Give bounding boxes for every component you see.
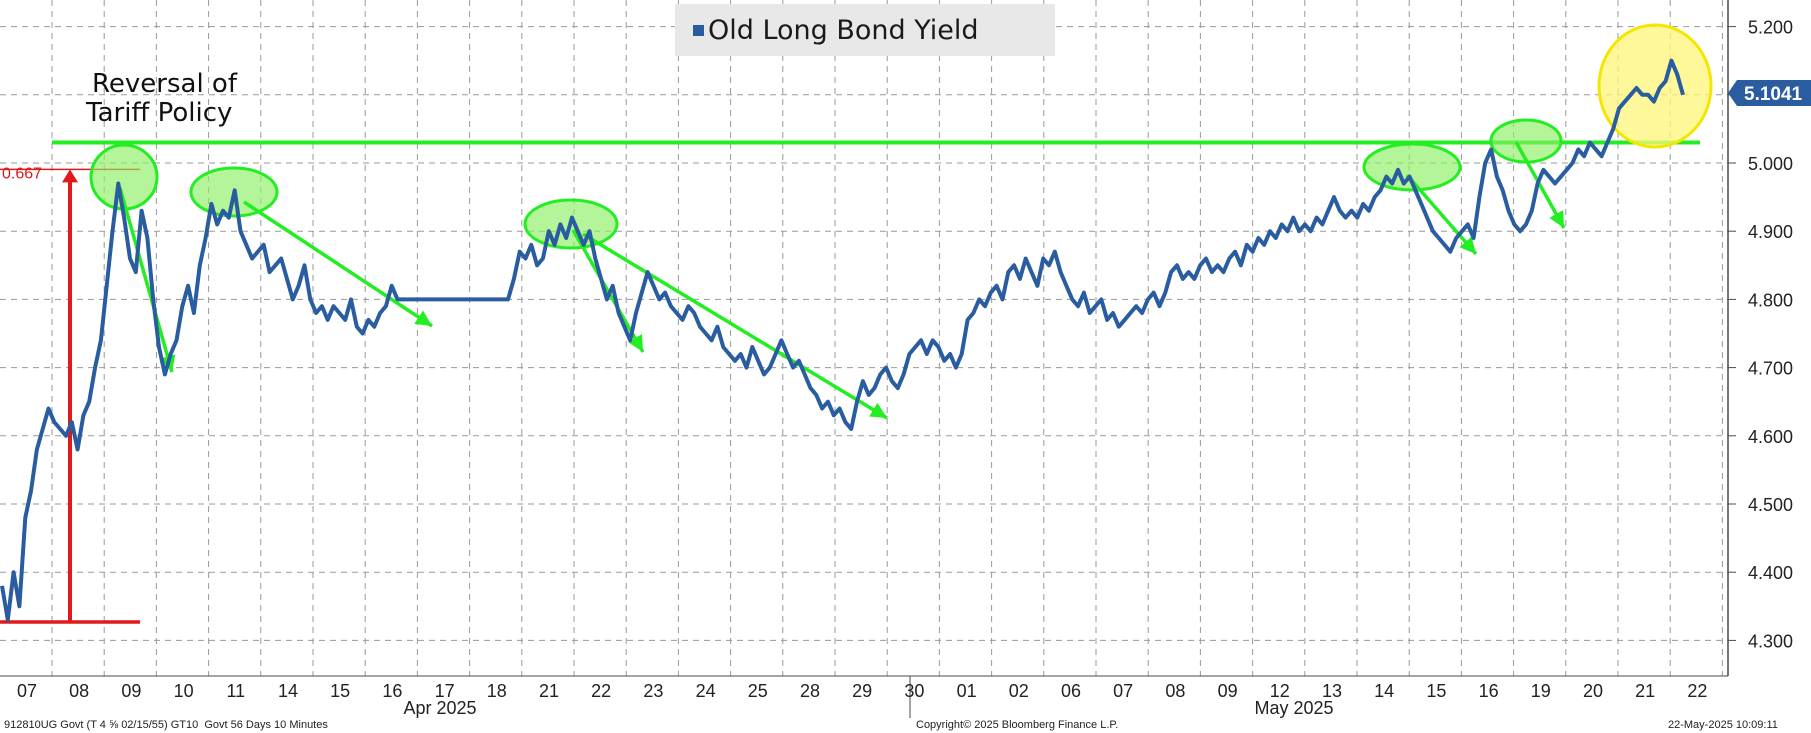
legend-swatch [693, 25, 704, 36]
x-tick-label: 17 [435, 681, 455, 701]
trend-arrow-head [869, 402, 887, 418]
trend-arrow [1514, 141, 1566, 229]
axes [0, 0, 1729, 718]
x-tick-labels: 07 08 09 10 11 14 15 16 17 18 21 22 23 24 25 28 29 30 01 02… [17, 681, 1707, 701]
last-value-badge: 5.1041 [1728, 80, 1811, 106]
x-tick-label: 08 [69, 681, 89, 701]
x-tick-label: 28 [800, 681, 820, 701]
x-tick-label: 19 [1531, 681, 1551, 701]
y-tick-label: 4.500 [1748, 495, 1793, 515]
trend-arrow-head [628, 334, 643, 352]
x-tick-label: 15 [1426, 681, 1446, 701]
x-tick-label: 22 [1687, 681, 1707, 701]
legend: Old Long Bond Yield [675, 4, 1055, 56]
x-tick-label: 15 [330, 681, 350, 701]
x-tick-label: 21 [1635, 681, 1655, 701]
x-tick-label: 12 [1270, 681, 1290, 701]
x-tick-label: 24 [696, 681, 716, 701]
reversal-label-line-1: Reversal of [92, 69, 238, 99]
y-tick-label: 4.600 [1748, 427, 1793, 447]
footer-center: Copyright© 2025 Bloomberg Finance L.P. [916, 719, 1119, 731]
last-value-text: 5.1041 [1744, 84, 1803, 105]
highlight-ellipse [1489, 118, 1563, 164]
last-value-flag [1728, 80, 1811, 106]
y-tick-label: 5.000 [1748, 154, 1793, 174]
footer-right: 22-May-2025 10:09:11 [1668, 719, 1778, 731]
range-arrow-head [62, 169, 78, 183]
x-tick-label: 09 [121, 681, 141, 701]
x-tick-label: 13 [1322, 681, 1342, 701]
y-tick-label: 4.300 [1748, 631, 1793, 651]
legend-label: Old Long Bond Yield [708, 15, 979, 46]
month-label-may: May 2025 [1254, 698, 1333, 718]
y-tick-label: 4.800 [1748, 290, 1793, 310]
trend-arrow [582, 232, 888, 420]
x-tick-label: 30 [904, 681, 924, 701]
series-line-old-long-bond-yield [0, 58, 1685, 622]
y-tick-label: 4.400 [1748, 563, 1793, 583]
x-tick-label: 09 [1218, 681, 1238, 701]
y-tick-label: 5.200 [1748, 18, 1793, 38]
trend-arrow [1405, 173, 1478, 256]
range-label: 0.667 [2, 165, 42, 182]
x-tick-label: 11 [226, 681, 245, 701]
x-tick-label: 01 [957, 681, 977, 701]
month-label-apr: Apr 2025 [403, 698, 476, 718]
x-tick-label: 21 [539, 681, 559, 701]
x-tick-label: 18 [487, 681, 507, 701]
trend-arrow-head [1459, 236, 1476, 254]
trend-arrow-head [1549, 210, 1564, 228]
trend-arrow-head [414, 310, 432, 326]
legend-box [675, 4, 1055, 56]
x-tick-label: 22 [591, 681, 611, 701]
x-tick-label: 07 [17, 681, 37, 701]
reversal-annotation: Reversal of Tariff Policy [85, 69, 238, 128]
x-tick-label: 23 [643, 681, 663, 701]
trend-arrow [118, 187, 174, 373]
x-tick-label: 07 [1113, 681, 1133, 701]
x-tick-label: 02 [1009, 681, 1029, 701]
x-tick-label: 14 [1374, 681, 1394, 701]
x-tick-label: 25 [748, 681, 768, 701]
x-tick-label: 16 [382, 681, 402, 701]
highlight-ellipse-current [1597, 23, 1713, 149]
y-tick-label: 4.900 [1748, 222, 1793, 242]
x-tick-label: 16 [1479, 681, 1499, 701]
x-tick-label: 10 [174, 681, 194, 701]
footer-left: 912810UG Govt (T 4 ⅝ 02/15/55) GT10 Govt… [4, 719, 328, 731]
y-tick-label: 4.700 [1748, 359, 1793, 379]
x-tick-label: 08 [1165, 681, 1185, 701]
reversal-label-line-2: Tariff Policy [85, 98, 232, 128]
trend-arrow [243, 200, 433, 328]
x-tick-label: 29 [852, 681, 872, 701]
x-tick-label: 14 [278, 681, 298, 701]
x-tick-label: 20 [1583, 681, 1603, 701]
x-tick-label: 06 [1061, 681, 1081, 701]
annotations: 0.667 [0, 23, 1713, 624]
